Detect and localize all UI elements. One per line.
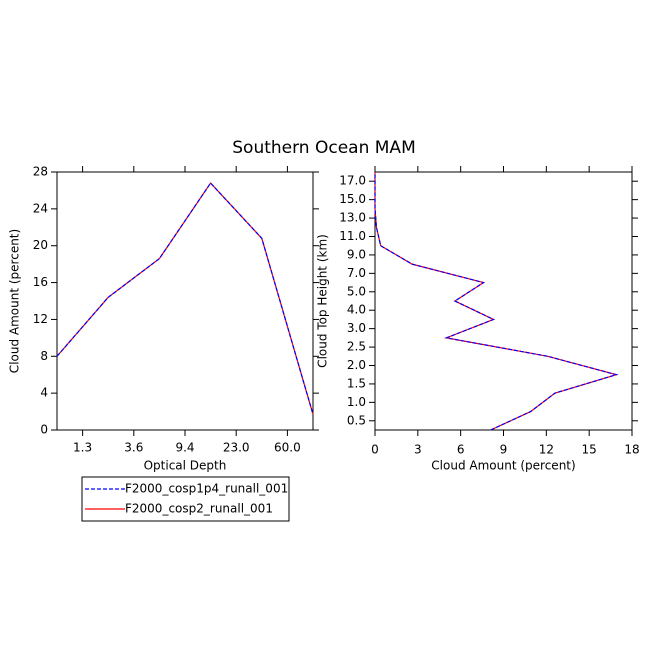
x-tick-label: 23.0 <box>223 441 250 455</box>
y-tick-label: 4 <box>40 386 48 400</box>
y-tick-label: 9.0 <box>347 247 366 261</box>
x-tick-label: 12 <box>539 443 554 457</box>
x-tick-label: 0 <box>371 443 379 457</box>
y-tick-label: 1.5 <box>347 376 366 390</box>
x-axis-label: Optical Depth <box>144 459 227 473</box>
y-tick-label: 5.0 <box>347 284 366 298</box>
legend-label: F2000_cosp2_runall_001 <box>125 502 273 516</box>
x-tick-label: 9 <box>500 443 508 457</box>
y-tick-label: 7.0 <box>347 266 366 280</box>
y-tick-label: 13.0 <box>339 211 366 225</box>
y-tick-label: 8 <box>40 349 48 363</box>
y-tick-label: 0.5 <box>347 413 366 427</box>
x-tick-label: 6 <box>457 443 465 457</box>
y-tick-label: 4.0 <box>347 303 366 317</box>
x-tick-label: 3 <box>414 443 422 457</box>
plot-frame <box>374 171 633 431</box>
y-tick-label: 24 <box>33 201 48 215</box>
y-tick-label: 1.0 <box>347 395 366 409</box>
y-tick-label: 0 <box>40 423 48 437</box>
y-tick-label: 12 <box>33 312 48 326</box>
x-tick-label: 1.3 <box>73 441 92 455</box>
data-line <box>56 182 314 415</box>
y-tick-label: 11.0 <box>339 229 366 243</box>
data-line <box>56 182 314 415</box>
x-axis-label: Cloud Amount (percent) <box>431 459 575 473</box>
y-tick-label: 20 <box>33 238 48 252</box>
chart-title: Southern Ocean MAM <box>232 138 415 158</box>
y-axis-label: Cloud Amount (percent) <box>8 229 22 373</box>
legend-label: F2000_cosp1p4_runall_001 <box>125 482 288 496</box>
y-tick-label: 28 <box>33 165 48 179</box>
x-tick-label: 60.0 <box>274 441 301 455</box>
plot-frame <box>56 171 314 431</box>
y-tick-label: 17.0 <box>339 174 366 188</box>
x-tick-label: 3.6 <box>124 441 143 455</box>
y-tick-label: 16 <box>33 275 48 289</box>
x-tick-label: 15 <box>582 443 597 457</box>
y-tick-label: 15.0 <box>339 192 366 206</box>
legend-box <box>81 476 290 522</box>
x-tick-label: 9.4 <box>175 441 194 455</box>
y-axis-label: Cloud Top Height (km) <box>316 234 330 368</box>
y-tick-label: 2.0 <box>347 358 366 372</box>
y-tick-label: 3.0 <box>347 321 366 335</box>
data-line <box>374 172 619 431</box>
x-tick-label: 18 <box>624 443 639 457</box>
data-line <box>374 172 619 431</box>
y-tick-label: 2.5 <box>347 340 366 354</box>
